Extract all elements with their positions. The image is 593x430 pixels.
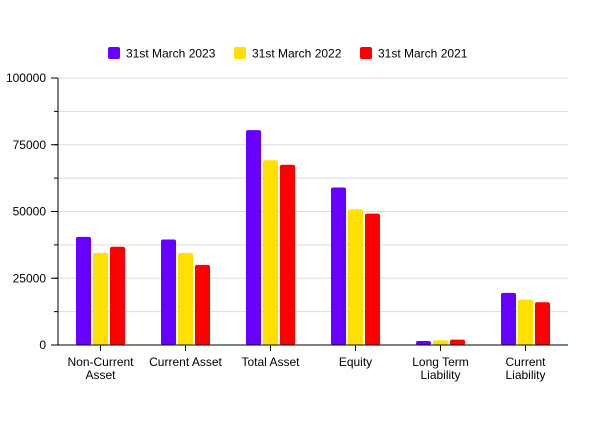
bar [280, 164, 295, 345]
bar [501, 292, 516, 345]
bar [365, 213, 380, 345]
bar [110, 246, 125, 345]
x-tick-label: Current Liability [505, 355, 546, 382]
x-tick-label: Equity [339, 355, 372, 369]
legend-swatch [108, 47, 120, 59]
legend-label: 31st March 2021 [378, 47, 468, 61]
y-axis-ticks: 0 25000 50000 75000 100000 [6, 71, 58, 352]
bar [93, 252, 108, 345]
x-tick-label: Current Asset [149, 355, 222, 369]
bar [263, 160, 278, 345]
legend-swatch [360, 47, 372, 59]
y-tick-label: 50000 [13, 205, 47, 219]
bar [518, 299, 533, 345]
bar [348, 209, 363, 345]
bars [76, 130, 550, 345]
bar [76, 236, 91, 345]
legend: 31st March 2023 31st March 2022 31st March… [108, 47, 468, 61]
bar [195, 264, 210, 345]
y-tick-label: 0 [39, 338, 46, 352]
y-tick-label: 100000 [6, 71, 46, 85]
bar [433, 340, 448, 345]
axes [57, 78, 568, 351]
legend-swatch [234, 47, 246, 59]
x-tick-label: Total Asset [241, 355, 300, 369]
y-tick-label: 25000 [13, 271, 47, 285]
bar [331, 187, 346, 345]
legend-label: 31st March 2023 [126, 47, 216, 61]
x-axis-labels: Non-Current Asset Current Asset Total Asset… [67, 355, 546, 382]
legend-label: 31st March 2022 [252, 47, 342, 61]
x-tick-label: Non-Current Asset [67, 355, 134, 382]
bar [416, 340, 431, 345]
bar [535, 302, 550, 345]
y-tick-label: 75000 [13, 138, 47, 152]
bar [178, 252, 193, 345]
bar [161, 239, 176, 345]
x-tick-label: Long Term Liability [412, 355, 468, 382]
grid-lines [58, 77, 568, 313]
bar [450, 339, 465, 345]
bar [246, 130, 261, 345]
